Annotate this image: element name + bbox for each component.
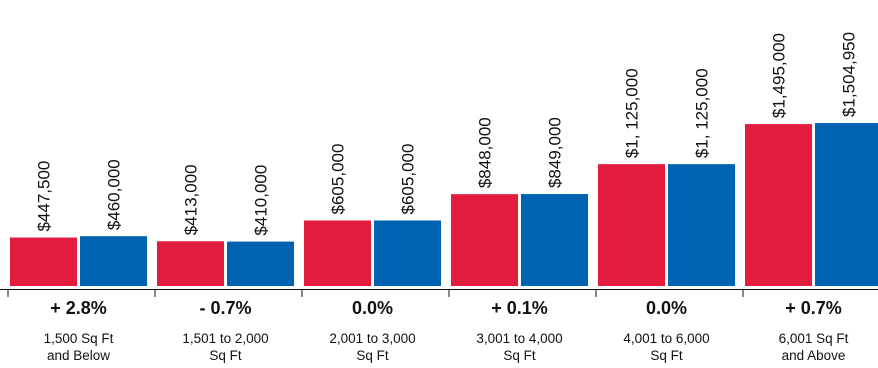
category-label-line: 4,001 to 6,000 [623,331,709,346]
data-label: $848,000 [476,117,495,188]
bar-series-2 [80,236,147,286]
category-label: 1,501 to 2,000 Sq Ft [182,331,268,363]
bar-series-1 [451,194,518,286]
category-label: 3,001 to 4,000 Sq Ft [476,331,562,363]
data-label: $447,500 [35,161,54,232]
bar-series-1 [157,241,224,286]
category-label-line: Sq Ft [209,348,242,363]
data-label: $1,504,950 [840,32,859,117]
category-label-line: 1,501 to 2,000 [182,331,268,346]
change-label: + 2.8% [50,298,107,318]
bar-series-2 [668,164,735,286]
category-label-line: Sq Ft [356,348,389,363]
category-label-line: 2,001 to 3,000 [329,331,415,346]
data-label: $1, 125,000 [693,68,712,158]
category-label: 1,500 Sq Ft and Below [44,331,114,363]
data-label: $1,495,000 [770,33,789,118]
bar-series-2 [521,194,588,286]
category-label: 4,001 to 6,000 Sq Ft [623,331,709,363]
change-label: 0.0% [352,298,393,318]
category-label-line: and Above [782,348,846,363]
data-label: $413,000 [182,164,201,235]
bar-series-1 [598,164,665,286]
category-label-line: Sq Ft [503,348,536,363]
category-label-line: 3,001 to 4,000 [476,331,562,346]
data-label: $410,000 [252,165,271,236]
category-label-line: Sq Ft [650,348,683,363]
category-label: 6,001 Sq Ft and Above [779,331,849,363]
category-label-line: 1,500 Sq Ft [44,331,114,346]
bar-series-1 [745,124,812,287]
change-label: + 0.1% [491,298,548,318]
category-label-line: and Below [47,348,110,363]
category-label: 2,001 to 3,000 Sq Ft [329,331,415,363]
data-label: $460,000 [105,159,124,230]
bar-series-2 [374,220,441,286]
data-label: $849,000 [546,117,565,188]
bar-series-2 [815,123,878,286]
bar-series-2 [227,241,294,286]
data-label: $605,000 [399,144,418,215]
category-label-line: 6,001 Sq Ft [779,331,849,346]
data-label: $1, 125,000 [623,68,642,158]
bar-series-1 [10,237,77,286]
change-label: + 0.7% [785,298,842,318]
change-label: 0.0% [646,298,687,318]
data-label: $605,000 [329,144,348,215]
bar-series-1 [304,220,371,286]
change-label: - 0.7% [199,298,251,318]
